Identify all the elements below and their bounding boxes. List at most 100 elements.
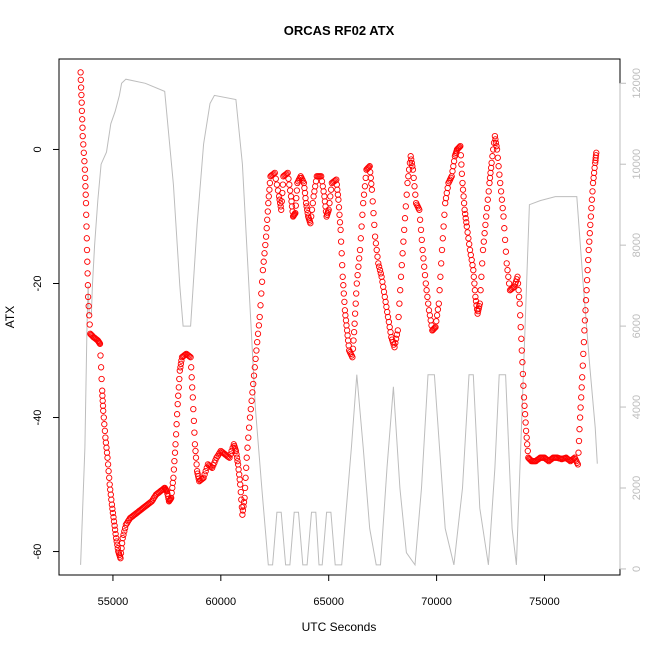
data-point <box>252 355 259 363</box>
data-point <box>412 191 419 198</box>
data-point <box>436 287 443 294</box>
data-point <box>242 474 249 481</box>
data-point <box>479 246 487 254</box>
data-point <box>431 324 438 332</box>
data-point <box>450 158 458 165</box>
data-point <box>517 323 524 331</box>
data-point <box>427 317 434 324</box>
data-point <box>519 370 527 378</box>
data-point <box>457 152 465 159</box>
data-point <box>82 183 89 190</box>
data-point <box>416 216 424 223</box>
data-point <box>249 389 256 396</box>
data-point <box>110 518 118 525</box>
data-point <box>425 307 433 314</box>
data-point <box>119 534 126 542</box>
x-tick-label: 75000 <box>529 596 560 608</box>
data-point <box>327 186 335 193</box>
data-point <box>411 183 418 190</box>
x-tick-label: 70000 <box>421 596 452 608</box>
data-point <box>493 146 501 153</box>
data-point <box>378 273 385 280</box>
data-point <box>476 302 483 310</box>
data-point <box>514 280 522 287</box>
data-point <box>258 278 266 285</box>
data-point <box>464 229 471 236</box>
data-point <box>178 357 185 364</box>
data-point <box>574 461 582 468</box>
data-point <box>492 139 500 146</box>
data-point <box>79 124 86 131</box>
data-point <box>435 300 442 307</box>
data-point <box>350 337 357 344</box>
data-point <box>499 204 506 212</box>
data-point <box>187 354 194 361</box>
data-point <box>278 198 285 205</box>
data-point <box>286 181 293 188</box>
data-point <box>188 364 195 371</box>
data-point <box>246 414 254 421</box>
data-point <box>214 452 221 460</box>
data-point <box>397 287 404 294</box>
data-point <box>226 454 233 461</box>
data-point <box>234 461 242 468</box>
data-point <box>175 384 182 391</box>
data-point <box>320 188 327 195</box>
data-point <box>585 256 592 264</box>
data-point <box>265 193 272 200</box>
data-point <box>495 163 502 170</box>
data-point <box>189 384 196 391</box>
data-point <box>81 158 88 165</box>
data-point <box>390 341 397 348</box>
data-point <box>518 335 525 342</box>
data-point <box>340 282 347 289</box>
data-point <box>498 196 506 203</box>
data-point <box>457 142 464 150</box>
data-point <box>170 474 177 481</box>
data-point <box>112 530 119 538</box>
data-point <box>163 487 170 494</box>
data-point <box>518 347 525 354</box>
data-point <box>172 431 180 438</box>
data-point <box>177 364 184 371</box>
data-point <box>84 293 92 301</box>
data-point <box>444 184 451 192</box>
data-point <box>467 251 474 259</box>
data-point <box>361 183 369 190</box>
data-point <box>251 364 258 371</box>
data-point <box>377 270 384 277</box>
data-point <box>186 353 193 360</box>
data-point <box>478 273 485 280</box>
data-point <box>496 171 503 178</box>
data-point <box>334 186 341 193</box>
data-point <box>458 161 465 168</box>
data-point <box>369 198 376 205</box>
data-point <box>544 457 551 464</box>
data-point <box>84 282 92 289</box>
data-point <box>426 312 434 319</box>
data-point <box>309 199 316 207</box>
data-point <box>510 284 517 291</box>
data-point <box>424 293 431 301</box>
data-point <box>578 384 585 391</box>
data-point <box>263 225 270 232</box>
data-point <box>84 270 91 277</box>
data-point <box>97 352 104 359</box>
data-point <box>286 187 294 194</box>
data-point <box>282 171 289 178</box>
data-point <box>351 310 359 317</box>
data-point <box>97 364 105 371</box>
data-point <box>392 335 400 342</box>
x-axis: 55000 60000 65000 70000 75000 <box>98 574 560 608</box>
data-point <box>170 466 178 473</box>
data-point <box>400 238 407 245</box>
altitude-series-layer <box>80 78 598 567</box>
data-point <box>375 260 382 267</box>
data-point <box>384 308 391 316</box>
data-point <box>104 454 111 461</box>
data-point <box>407 153 414 160</box>
data-point <box>190 417 198 425</box>
data-point <box>335 196 342 203</box>
data-point <box>175 392 182 399</box>
plot-frame <box>58 58 621 576</box>
